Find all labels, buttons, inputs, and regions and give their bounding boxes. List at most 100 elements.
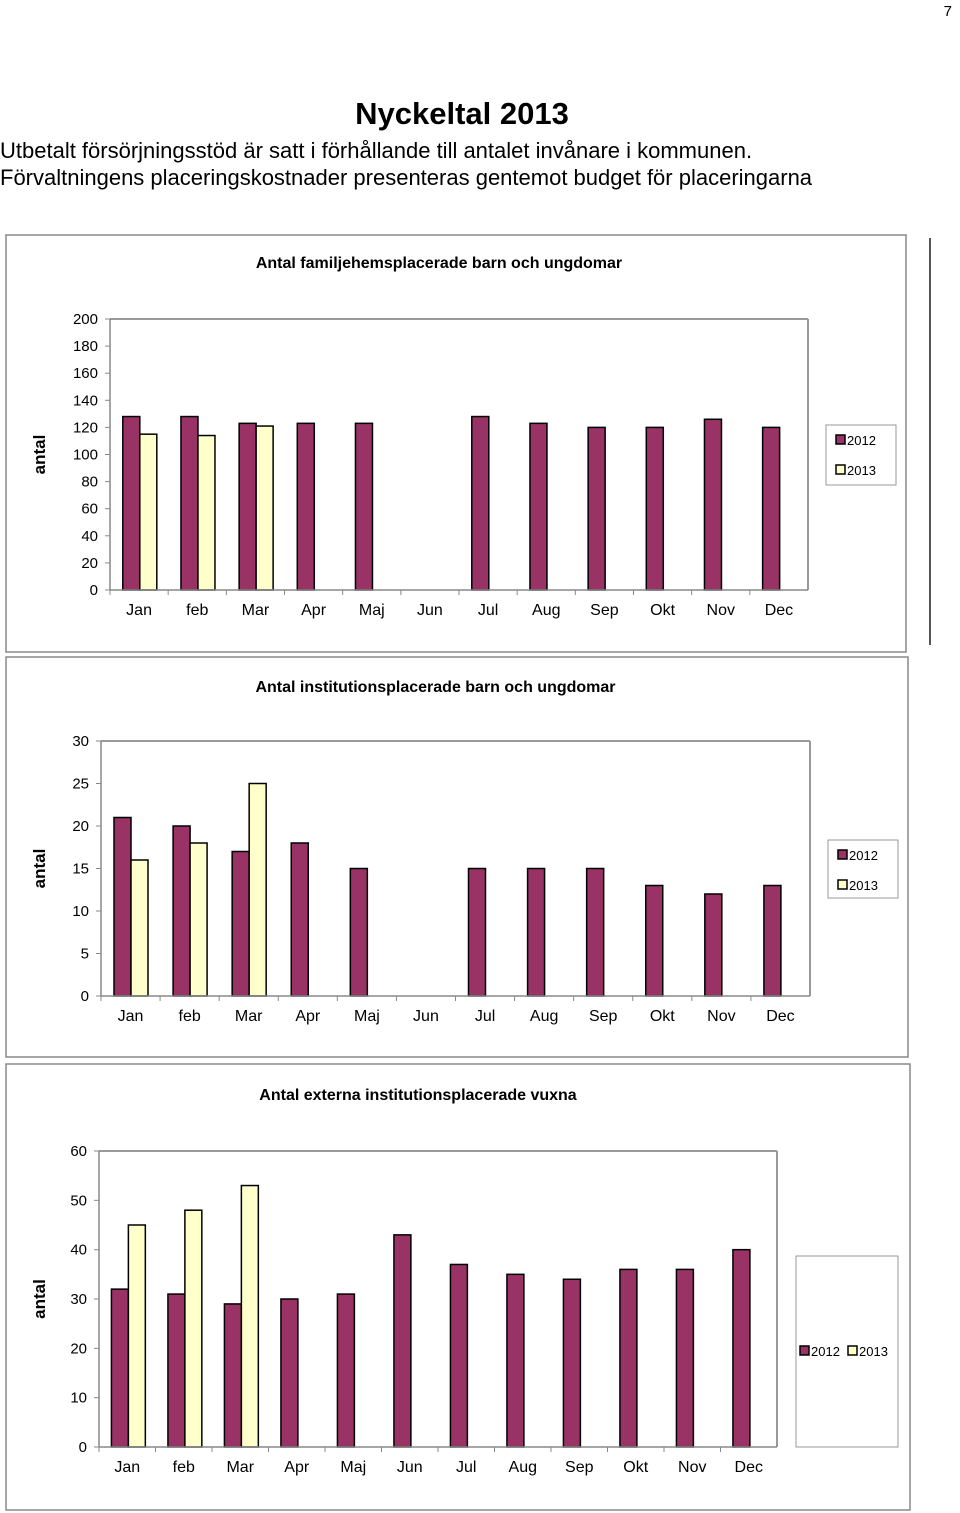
legend-swatch bbox=[837, 849, 848, 860]
bar bbox=[110, 1288, 130, 1448]
x-tick-label: Dec bbox=[735, 1459, 763, 1476]
chart-title: Antal familjehemsplacerade barn och ungd… bbox=[256, 255, 622, 272]
bar bbox=[393, 1234, 412, 1448]
y-axis-label: antal bbox=[30, 849, 49, 889]
y-axis-label: antal bbox=[30, 1279, 49, 1319]
y-tick-label: 50 bbox=[70, 1192, 87, 1209]
x-tick-label: Jun bbox=[417, 602, 443, 619]
x-tick-label: Okt bbox=[650, 1008, 675, 1025]
y-tick-label: 10 bbox=[72, 903, 89, 920]
x-tick-label: Mar bbox=[226, 1459, 254, 1476]
bar bbox=[562, 1278, 582, 1448]
bar bbox=[585, 867, 605, 997]
x-tick-label: Sep bbox=[589, 1008, 618, 1025]
intro-line: Förvaltningens placeringskostnader prese… bbox=[0, 165, 813, 190]
bar bbox=[619, 1268, 638, 1448]
y-tick-label: 20 bbox=[72, 818, 89, 835]
x-tick-label: feb bbox=[186, 602, 208, 619]
bar bbox=[467, 867, 487, 997]
x-tick-label: Jan bbox=[114, 1459, 140, 1476]
bar bbox=[180, 415, 199, 591]
x-tick-label: Jan bbox=[126, 602, 152, 619]
bar bbox=[644, 884, 664, 997]
bar bbox=[172, 825, 191, 997]
chart-frame bbox=[5, 656, 909, 1058]
legend-swatch bbox=[799, 1345, 810, 1356]
bar bbox=[296, 422, 316, 591]
legend-label: 2012 bbox=[847, 433, 876, 448]
y-axis-label: antal bbox=[30, 435, 49, 475]
bar bbox=[290, 842, 309, 997]
legend-swatch bbox=[837, 879, 848, 890]
legend-swatch bbox=[835, 464, 846, 475]
bar bbox=[223, 1303, 243, 1448]
chart-title: Antal institutionsplacerade barn och ung… bbox=[255, 679, 615, 696]
bar bbox=[526, 867, 546, 997]
bar bbox=[280, 1298, 299, 1448]
bar bbox=[529, 422, 548, 591]
bar bbox=[197, 434, 216, 591]
legend-label: 2013 bbox=[847, 463, 876, 478]
bar bbox=[645, 426, 665, 591]
bar bbox=[763, 884, 782, 997]
y-tick-label: 160 bbox=[73, 365, 98, 382]
page-number: 7 bbox=[944, 3, 952, 20]
x-tick-label: Apr bbox=[301, 602, 327, 619]
x-tick-label: Mar bbox=[242, 602, 270, 619]
x-tick-label: Maj bbox=[354, 1008, 380, 1025]
x-tick-label: Jul bbox=[456, 1459, 476, 1476]
bar bbox=[354, 422, 374, 591]
x-tick-label: Jul bbox=[475, 1008, 495, 1025]
x-tick-label: Maj bbox=[359, 602, 385, 619]
bar bbox=[184, 1209, 203, 1448]
bar bbox=[167, 1293, 186, 1448]
x-tick-label: Nov bbox=[707, 1008, 735, 1025]
y-tick-label: 0 bbox=[79, 1439, 87, 1456]
bar bbox=[139, 433, 158, 591]
x-tick-label: feb bbox=[179, 1008, 201, 1025]
x-tick-label: Dec bbox=[766, 1008, 794, 1025]
legend-swatch bbox=[847, 1345, 858, 1356]
y-tick-label: 40 bbox=[81, 528, 98, 545]
bar bbox=[704, 893, 723, 997]
y-tick-label: 0 bbox=[81, 988, 89, 1005]
y-tick-label: 140 bbox=[73, 392, 98, 409]
bar bbox=[255, 425, 274, 591]
y-tick-label: 40 bbox=[70, 1242, 87, 1259]
bar bbox=[761, 426, 781, 591]
x-tick-label: Nov bbox=[678, 1459, 706, 1476]
bar bbox=[336, 1293, 356, 1448]
x-tick-label: Jun bbox=[413, 1008, 439, 1025]
y-tick-label: 60 bbox=[70, 1143, 87, 1160]
bar bbox=[703, 418, 723, 591]
x-tick-label: Sep bbox=[565, 1459, 594, 1476]
legend-label: 2012 bbox=[811, 1344, 840, 1359]
bar bbox=[471, 415, 490, 591]
x-tick-label: Aug bbox=[530, 1008, 558, 1025]
x-tick-label: Aug bbox=[532, 602, 560, 619]
x-tick-label: Okt bbox=[650, 602, 675, 619]
bar bbox=[113, 816, 132, 997]
x-tick-label: Okt bbox=[623, 1459, 648, 1476]
x-tick-label: Sep bbox=[590, 602, 619, 619]
y-tick-label: 120 bbox=[73, 419, 98, 436]
x-tick-label: Jan bbox=[118, 1008, 144, 1025]
y-tick-label: 20 bbox=[81, 555, 98, 572]
y-tick-label: 60 bbox=[81, 501, 98, 518]
x-tick-label: Nov bbox=[707, 602, 735, 619]
x-tick-label: Jun bbox=[397, 1459, 423, 1476]
y-tick-label: 0 bbox=[90, 582, 98, 599]
bar bbox=[189, 842, 208, 997]
chart-title: Antal externa institutionsplacerade vuxn… bbox=[259, 1087, 577, 1104]
legend-swatch bbox=[835, 434, 846, 445]
legend-label: 2013 bbox=[849, 878, 878, 893]
bar bbox=[449, 1263, 469, 1448]
x-tick-label: feb bbox=[173, 1459, 195, 1476]
bar bbox=[130, 859, 149, 997]
x-tick-label: Dec bbox=[765, 602, 793, 619]
bar bbox=[231, 850, 250, 997]
intro-line: Utbetalt försörjningsstöd är satt i förh… bbox=[0, 138, 752, 163]
y-tick-label: 10 bbox=[70, 1390, 87, 1407]
y-tick-label: 20 bbox=[70, 1340, 87, 1357]
